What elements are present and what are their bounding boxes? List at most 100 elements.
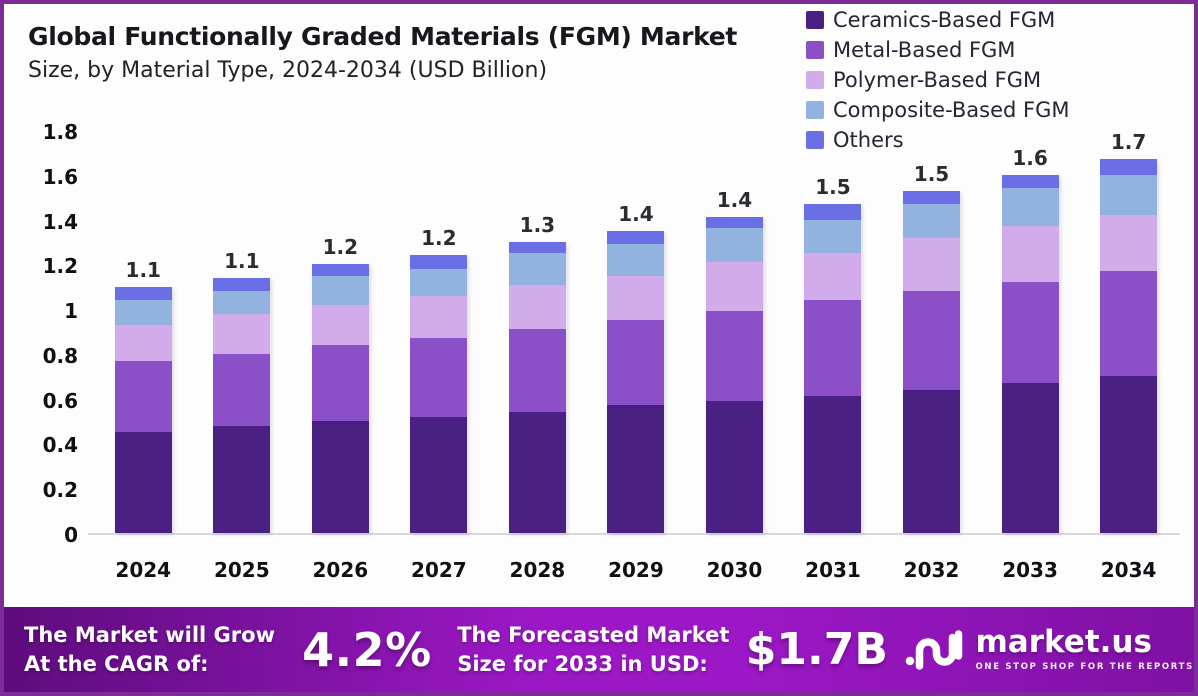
bar-total-label: 1.5 xyxy=(815,174,851,199)
bar-segment-composite-based-fgm xyxy=(114,300,172,325)
x-axis-label-2034: 2034 xyxy=(1100,558,1157,582)
brand-text-block: market.us ONE STOP SHOP FOR THE REPORTS xyxy=(975,624,1195,673)
bar-segment-polymer-based-fgm xyxy=(705,262,763,312)
bar-group-2028: 1.3 2028 xyxy=(508,213,566,582)
marketus-logo-icon xyxy=(905,630,962,670)
brand-name: market.us xyxy=(975,624,1152,660)
bar-group-2034: 1.7 2034 xyxy=(1100,132,1158,582)
bar-group-2033: 1.6 2033 xyxy=(1001,145,1059,582)
bar-stack-2025 xyxy=(213,277,271,533)
brand-logo: market.us ONE STOP SHOP FOR THE REPORTS xyxy=(905,627,1195,672)
bar-stack-2034 xyxy=(1100,159,1158,533)
bar-segment-others xyxy=(804,203,862,220)
bar-segment-ceramics-based-fgm xyxy=(804,396,862,533)
bar-segment-ceramics-based-fgm xyxy=(410,416,468,533)
bar-segment-composite-based-fgm xyxy=(508,253,566,285)
x-axis-label-2029: 2029 xyxy=(608,558,664,582)
chart-subtitle: Size, by Material Type, 2024-2034 (USD B… xyxy=(28,58,548,83)
bar-segment-ceramics-based-fgm xyxy=(114,432,172,533)
bar-segment-ceramics-based-fgm xyxy=(705,400,763,533)
x-axis-label-2032: 2032 xyxy=(903,558,960,582)
bar-total-label: 1.4 xyxy=(618,201,654,226)
bar-group-2026: 1.2 2026 xyxy=(311,235,369,582)
bar-segment-polymer-based-fgm xyxy=(114,324,172,361)
bar-segment-others xyxy=(311,264,369,276)
y-tick-label: 1.2 xyxy=(42,254,78,279)
forecast-label: The Forecasted Market Size for 2033 in U… xyxy=(457,621,739,679)
y-tick-label: 1.8 xyxy=(42,120,78,144)
bar-segment-composite-based-fgm xyxy=(1100,174,1158,216)
forecast-label-line2: Size for 2033 in USD: xyxy=(457,651,708,676)
legend-swatch-composite-icon xyxy=(806,101,824,119)
bar-group-2031: 1.5 2031 xyxy=(804,174,862,582)
bar-total-label: 1.5 xyxy=(913,161,950,186)
x-axis-label-2031: 2031 xyxy=(805,558,861,582)
bar-segment-composite-based-fgm xyxy=(705,228,763,263)
y-tick-label: 0 xyxy=(64,523,78,547)
bar-segment-metal-based-fgm xyxy=(311,345,369,422)
bar-segment-polymer-based-fgm xyxy=(508,284,566,330)
bar-segment-others xyxy=(1001,174,1059,189)
bar-segment-metal-based-fgm xyxy=(1100,271,1158,377)
bar-stack-2033 xyxy=(1001,174,1059,533)
bar-segment-composite-based-fgm xyxy=(1001,188,1059,227)
bar-stack-2026 xyxy=(311,264,369,533)
plot-area: 1.1 2024 1.1 2025 1.2 2026 1.2 2027 1.3 2028 1.4 20… xyxy=(88,132,1180,582)
brand-tagline: ONE STOP SHOP FOR THE REPORTS xyxy=(975,662,1194,672)
legend-swatch-ceramics-icon xyxy=(806,11,824,29)
bar-total-label: 1.2 xyxy=(322,235,359,260)
bottom-banner: The Market will Grow At the CAGR of: 4.2… xyxy=(4,607,1194,692)
legend-item-polymer: Polymer-Based FGM xyxy=(806,68,1070,92)
bar-stack-2024 xyxy=(114,286,172,533)
bar-segment-metal-based-fgm xyxy=(1001,282,1059,383)
bar-total-label: 1.1 xyxy=(125,257,161,282)
bar-segment-composite-based-fgm xyxy=(410,268,468,296)
bar-segment-ceramics-based-fgm xyxy=(311,421,369,533)
y-tick-label: 1 xyxy=(64,299,78,324)
cagr-value: 4.2% xyxy=(302,622,432,677)
x-axis-label-2024: 2024 xyxy=(115,558,172,582)
forecast-value: $1.7B xyxy=(745,624,888,675)
bar-segment-others xyxy=(903,190,961,204)
x-axis-label-2028: 2028 xyxy=(509,558,566,582)
bar-total-label: 1.6 xyxy=(1012,145,1048,170)
bar-segment-polymer-based-fgm xyxy=(213,313,271,354)
bar-segment-others xyxy=(114,286,172,301)
y-tick-label: 0.6 xyxy=(42,388,78,413)
bar-segment-metal-based-fgm xyxy=(410,338,468,417)
bar-segment-composite-based-fgm xyxy=(804,219,862,254)
bar-segment-composite-based-fgm xyxy=(311,275,369,305)
legend-item-ceramics: Ceramics-Based FGM xyxy=(806,8,1070,32)
bar-segment-others xyxy=(410,255,468,269)
bar-total-label: 1.3 xyxy=(519,213,556,238)
bar-segment-polymer-based-fgm xyxy=(410,295,468,339)
bar-segment-metal-based-fgm xyxy=(213,353,271,426)
bar-segment-composite-based-fgm xyxy=(607,244,665,276)
cagr-label-line2: At the CAGR of: xyxy=(24,651,209,676)
bar-total-label: 1.2 xyxy=(421,226,457,251)
legend: Ceramics-Based FGM Metal-Based FGM Polym… xyxy=(806,8,1070,152)
legend-swatch-polymer-icon xyxy=(806,71,824,89)
bar-segment-metal-based-fgm xyxy=(705,311,763,401)
y-tick-label: 0.4 xyxy=(42,433,78,458)
y-axis: 1.8 1.6 1.4 1.2 1 0.8 0.6 0.4 0.2 0 xyxy=(12,120,78,547)
bar-total-label: 1.1 xyxy=(224,248,260,273)
bar-segment-metal-based-fgm xyxy=(804,300,862,397)
y-tick-label: 0.2 xyxy=(42,478,78,503)
x-axis-label-2033: 2033 xyxy=(1002,558,1058,582)
y-tick-label: 1.4 xyxy=(42,209,78,234)
bar-segment-polymer-based-fgm xyxy=(1001,226,1059,283)
bar-segment-metal-based-fgm xyxy=(114,360,172,433)
bar-group-2029: 1.4 2029 xyxy=(607,201,665,582)
x-axis-label-2025: 2025 xyxy=(213,558,270,582)
legend-label: Composite-Based FGM xyxy=(833,98,1070,122)
chart-title: Global Functionally Graded Materials (FG… xyxy=(28,22,738,51)
bar-segment-ceramics-based-fgm xyxy=(1100,376,1158,533)
bar-segment-metal-based-fgm xyxy=(607,320,665,406)
bar-segment-polymer-based-fgm xyxy=(903,237,961,292)
forecast-label-line1: The Forecasted Market xyxy=(457,622,730,647)
legend-swatch-others-icon xyxy=(806,131,824,149)
bar-segment-polymer-based-fgm xyxy=(311,304,369,346)
bar-group-2032: 1.5 2032 xyxy=(903,161,961,582)
